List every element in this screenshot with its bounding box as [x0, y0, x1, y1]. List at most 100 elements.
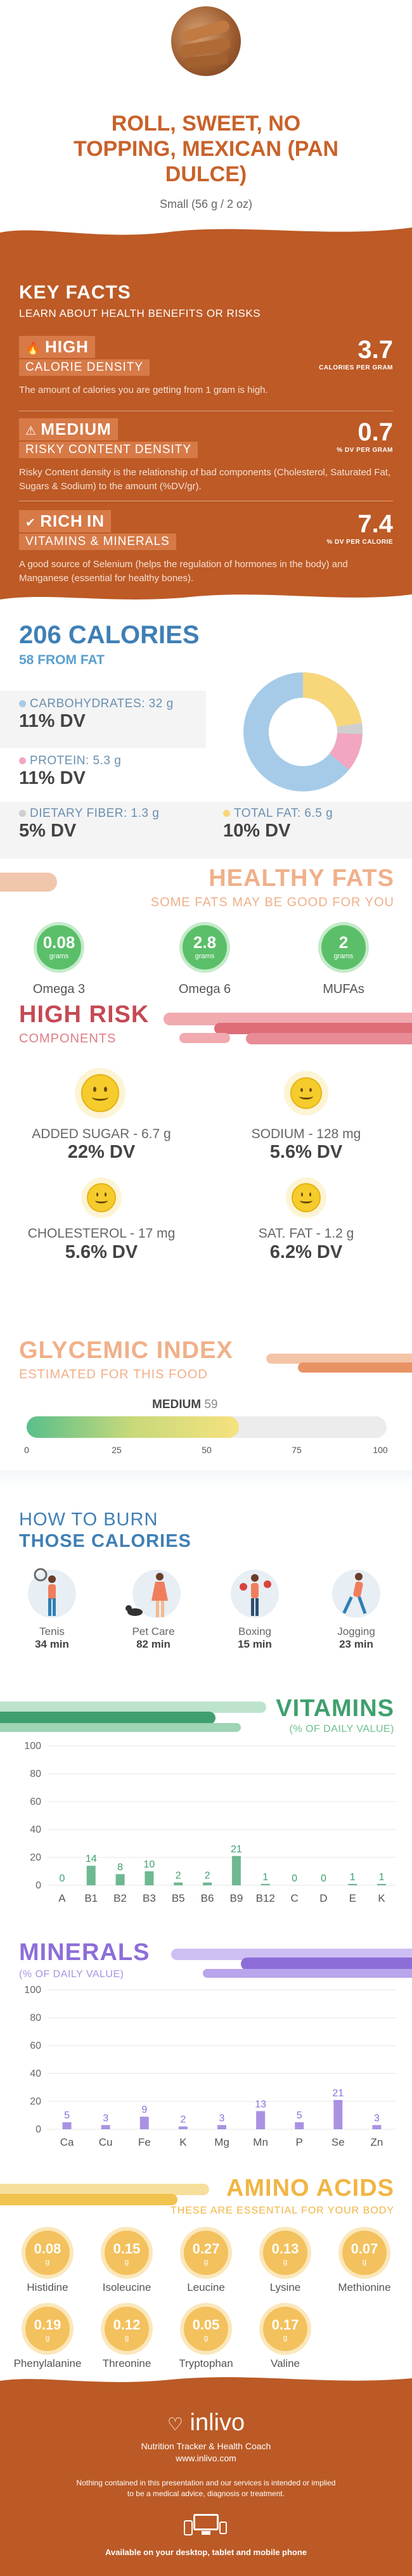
smiley-icon — [81, 1074, 119, 1112]
vitamins-value-label: 1 — [379, 1872, 385, 1883]
vitamins-category-label: B2 — [113, 1892, 127, 1904]
risk-cholesterol-label: CHOLESTEROL - 17 mg — [27, 1226, 176, 1241]
minerals-category-label: Ca — [60, 2136, 74, 2148]
key-facts-subtitle: LEARN ABOUT HEALTH BENEFITS OR RISKS — [19, 307, 261, 319]
vitamins-bar-E — [348, 1883, 357, 1885]
healthy-fats-title: HEALTHY FATS — [209, 865, 394, 892]
minerals-chart: 0 20 40 60 80 100 5 Ca 3 Cu 9 Fe 2 K 3 Mg 13 Mn 5 P 21 Se 3 Zn — [24, 1985, 396, 2148]
mufas-label: MUFAs — [323, 982, 364, 996]
minerals-value-label: 2 — [180, 2115, 186, 2125]
amino-section: AMINO ACIDS THESE ARE ESSENTIAL FOR YOUR… — [0, 2167, 412, 2370]
vitamins-value-label: 8 — [117, 1862, 123, 1873]
key-fact-text: Risky Content density is the relationshi… — [19, 467, 391, 492]
vitamins-category-label: K — [378, 1892, 385, 1904]
header: ROLL, SWEET, NO TOPPING, MEXICAN (PAN DU… — [0, 0, 412, 222]
minerals-bar-Fe — [139, 2117, 149, 2129]
minerals-bar-Se — [333, 2099, 343, 2129]
vitamins-value-label: 2 — [176, 1871, 181, 1881]
omega3-label: Omega 3 — [32, 982, 86, 996]
vitamins-bar-B3 — [145, 1871, 154, 1885]
minerals-ytick: 20 — [30, 2096, 41, 2107]
omega3-circle: 0.08 grams — [34, 922, 84, 973]
amino-label: Threonine — [102, 2357, 151, 2369]
minerals-category-label: Cu — [99, 2136, 113, 2148]
key-fact-vitamins-minerals: ✔ RICH IN VITAMINS & MINERALS 7.4% DV PE… — [0, 510, 412, 593]
minerals-value-label: 3 — [374, 2113, 380, 2124]
vitamins-ytick: 60 — [30, 1797, 41, 1807]
minerals-category-label: Zn — [371, 2136, 383, 2148]
minerals-bar-Ca — [62, 2122, 72, 2129]
minerals-ytick: 100 — [24, 1985, 41, 1996]
minerals-category-label: K — [179, 2136, 187, 2148]
smiley-icon — [292, 1183, 321, 1212]
key-fact-label: CALORIE DENSITY — [19, 359, 150, 376]
footer-disclaimer: Nothing contained in this presentation a… — [76, 2478, 336, 2498]
calories-donut — [243, 672, 363, 791]
amino-circle-leucine: 0.27 g — [184, 2231, 228, 2275]
minerals-subtitle: (% OF DAILY VALUE) — [19, 1969, 124, 1980]
vitamins-bar-B12 — [261, 1883, 270, 1885]
vitamins-value-label: 21 — [231, 1844, 242, 1855]
risk-sat-fat-label: SAT. FAT - 1.2 g — [258, 1226, 354, 1241]
activity-jogging: Jogging 23 min — [318, 1565, 394, 1651]
carbs-dot — [19, 700, 26, 707]
key-facts-section: KEY FACTS LEARN ABOUT HEALTH BENEFITS OR… — [0, 221, 412, 606]
minerals-value-label: 9 — [141, 2105, 147, 2115]
footer-url[interactable]: www.inlivo.com — [176, 2453, 236, 2463]
amino-label: Histidine — [27, 2281, 68, 2293]
vitamins-ytick: 20 — [30, 1852, 41, 1863]
minerals-bar-Mg — [217, 2125, 226, 2129]
vitamins-subtitle: (% OF DAILY VALUE) — [289, 1724, 394, 1734]
footer-available: Available on your desktop, tablet and mo… — [105, 2547, 307, 2557]
amino-label: Isoleucine — [102, 2281, 151, 2293]
gi-tick: 25 — [112, 1445, 122, 1455]
minerals-ytick: 80 — [30, 2013, 41, 2023]
vitamins-category-label: E — [349, 1892, 356, 1904]
vitamins-category-label: B5 — [172, 1892, 185, 1904]
minerals-bar-P — [295, 2122, 304, 2129]
smiley-icon — [87, 1183, 116, 1212]
amino-title: AMINO ACIDS — [226, 2175, 394, 2201]
vitamins-value-label: 0 — [292, 1873, 297, 1884]
vitamins-category-label: D — [319, 1892, 327, 1904]
gi-tick: 100 — [373, 1445, 388, 1455]
vitamins-category-label: B3 — [143, 1892, 156, 1904]
amino-subtitle: THESE ARE ESSENTIAL FOR YOUR BODY — [170, 2205, 394, 2216]
key-fact-risky-content: ⚠ MEDIUM RISKY CONTENT DENSITY 0.7% DV P… — [0, 418, 412, 501]
risk-sat-fat-dv: 6.2% DV — [269, 1242, 343, 1262]
vitamins-ytick: 40 — [30, 1824, 41, 1835]
amino-label: Methionine — [338, 2281, 391, 2293]
key-fact-value: 0.7% DV PER GRAM — [337, 418, 393, 454]
calories-section: 206 CALORIES 58 FROM FAT CARBOHYDRATES: … — [0, 605, 412, 859]
minerals-category-label: Mg — [214, 2136, 229, 2148]
minerals-value-label: 3 — [103, 2113, 108, 2124]
activity-tenis: Tenis 34 min — [14, 1565, 90, 1651]
omega6-label: Omega 6 — [178, 982, 231, 996]
wave-bottom — [0, 594, 412, 606]
calories-title: 206 CALORIES — [19, 621, 200, 649]
glycemic-title: GLYCEMIC INDEX — [19, 1337, 233, 1364]
high-risk-title: HIGH RISK — [19, 1001, 150, 1028]
donut-fat — [243, 672, 363, 791]
risk-added-sugar-dv: 22% DV — [67, 1142, 136, 1162]
gi-tick: 0 — [24, 1445, 29, 1455]
minerals-value-label: 5 — [297, 2110, 302, 2121]
vitamins-category-label: C — [290, 1892, 298, 1904]
minerals-ytick: 60 — [30, 2041, 41, 2051]
glycemic-fill — [27, 1416, 240, 1438]
fat-item: TOTAL FAT: 6.5 g 10% DV — [223, 807, 333, 841]
minerals-bar-Mn — [256, 2111, 266, 2129]
vitamins-value-label: 1 — [350, 1872, 356, 1883]
mufas-circle: 2 grams — [318, 922, 369, 973]
fiber-dot — [19, 810, 26, 817]
vitamins-bar-B5 — [174, 1882, 183, 1885]
minerals-value-label: 5 — [64, 2110, 70, 2121]
minerals-ytick: 0 — [35, 2124, 41, 2135]
minerals-value-label: 21 — [332, 2088, 344, 2099]
key-fact-value: 7.4% DV PER CALORIE — [326, 510, 393, 546]
minerals-title: MINERALS — [19, 1939, 150, 1966]
key-fact-text: A good source of Selenium (helps the reg… — [19, 559, 348, 584]
food-title: ROLL, SWEET, NO TOPPING, MEXICAN (PAN DU… — [73, 112, 339, 186]
gi-tick: 75 — [292, 1445, 302, 1455]
amino-label: Lysine — [269, 2281, 301, 2293]
